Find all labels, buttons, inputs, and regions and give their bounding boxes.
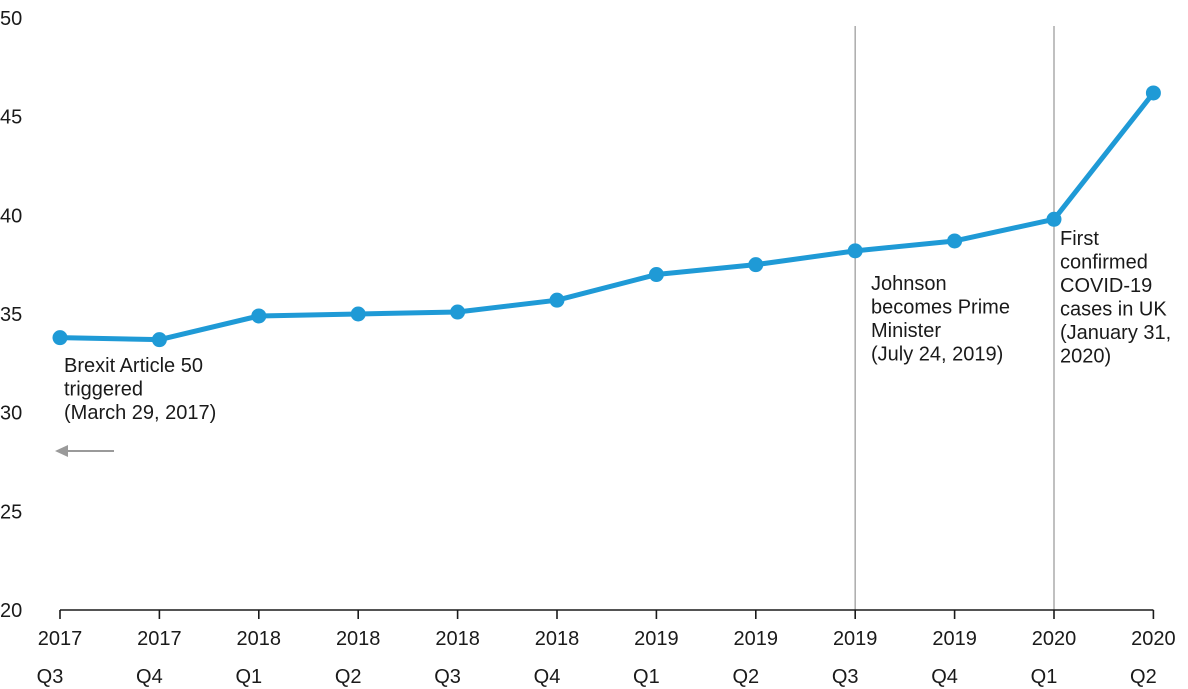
- annotation-text-line: (July 24, 2019): [871, 344, 1003, 366]
- x-tick-quarter-label: Q1: [1031, 666, 1058, 688]
- y-tick-label: 30: [0, 403, 22, 425]
- data-point: [1145, 85, 1161, 101]
- annotation-text-line: Minister: [871, 320, 941, 342]
- annotation-text-line: becomes Prime: [871, 297, 1010, 319]
- reference-lines: [854, 26, 1055, 610]
- x-tick-year-label: 2019: [734, 628, 779, 650]
- data-point: [648, 267, 664, 283]
- y-tick-label: 25: [0, 501, 22, 523]
- data-point: [847, 243, 863, 259]
- series-line: [57, 90, 1156, 343]
- x-axis: 2017 Q3 2017 Q4 2018 Q1 2018 Q2 2018 Q3 2018 Q4 2019…: [37, 609, 1176, 688]
- x-tick-year-label: 2019: [932, 628, 977, 650]
- annotation-text-line: triggered: [64, 379, 143, 401]
- annotation-text-line: (January 31,: [1060, 322, 1171, 344]
- data-point: [1046, 211, 1062, 227]
- x-tick-year-label: 2019: [634, 628, 679, 650]
- x-tick-year-label: 2017: [38, 628, 83, 650]
- x-tick-year-label: 2017: [137, 628, 182, 650]
- x-tick-year-label: 2018: [535, 628, 580, 650]
- x-tick-quarter-label: Q3: [434, 666, 461, 688]
- data-point: [350, 306, 366, 322]
- x-tick-year-label: 2019: [833, 628, 878, 650]
- x-tick-quarter-label: Q4: [931, 666, 958, 688]
- x-tick-year-label: 2020: [1032, 628, 1077, 650]
- annotation-text-line: Brexit Article 50: [64, 355, 203, 377]
- y-axis-labels: 20 25 30 35 40 45 50: [0, 8, 22, 622]
- x-tick-quarter-label: Q1: [633, 666, 660, 688]
- x-tick-quarter-label: Q3: [37, 666, 64, 688]
- series-group: [52, 85, 1161, 348]
- y-tick-label: 35: [0, 304, 22, 326]
- data-point: [549, 292, 565, 308]
- x-tick-year-label: 2018: [237, 628, 282, 650]
- x-tick-quarter-label: Q2: [1130, 666, 1157, 688]
- x-tick-quarter-label: Q4: [534, 666, 561, 688]
- annotation-text-line: COVID-19: [1060, 275, 1152, 297]
- data-point: [450, 304, 466, 320]
- data-point: [947, 233, 963, 249]
- data-point: [151, 332, 167, 348]
- x-tick-year-label: 2018: [435, 628, 480, 650]
- x-tick-quarter-label: Q4: [136, 666, 163, 688]
- data-point: [52, 330, 68, 346]
- x-tick-quarter-label: Q1: [235, 666, 262, 688]
- y-tick-label: 50: [0, 8, 22, 30]
- y-tick-label: 45: [0, 107, 22, 129]
- annotation-text-line: Johnson: [871, 273, 947, 295]
- x-tick-year-label: 2020: [1131, 628, 1176, 650]
- data-point: [251, 308, 267, 324]
- data-point: [748, 257, 764, 273]
- x-tick-quarter-label: Q2: [732, 666, 759, 688]
- annotation-text-line: First: [1060, 228, 1099, 250]
- x-tick-year-label: 2018: [336, 628, 381, 650]
- annotation-text-line: (March 29, 2017): [64, 402, 216, 424]
- arrow-left-icon: [55, 445, 68, 457]
- y-tick-label: 20: [0, 600, 22, 622]
- annotation-text-line: confirmed: [1060, 252, 1148, 274]
- x-tick-quarter-label: Q2: [335, 666, 362, 688]
- annotation-text-line: 2020): [1060, 346, 1111, 368]
- annotation-text-line: cases in UK: [1060, 299, 1167, 321]
- y-tick-label: 40: [0, 205, 22, 227]
- x-tick-quarter-label: Q3: [832, 666, 859, 688]
